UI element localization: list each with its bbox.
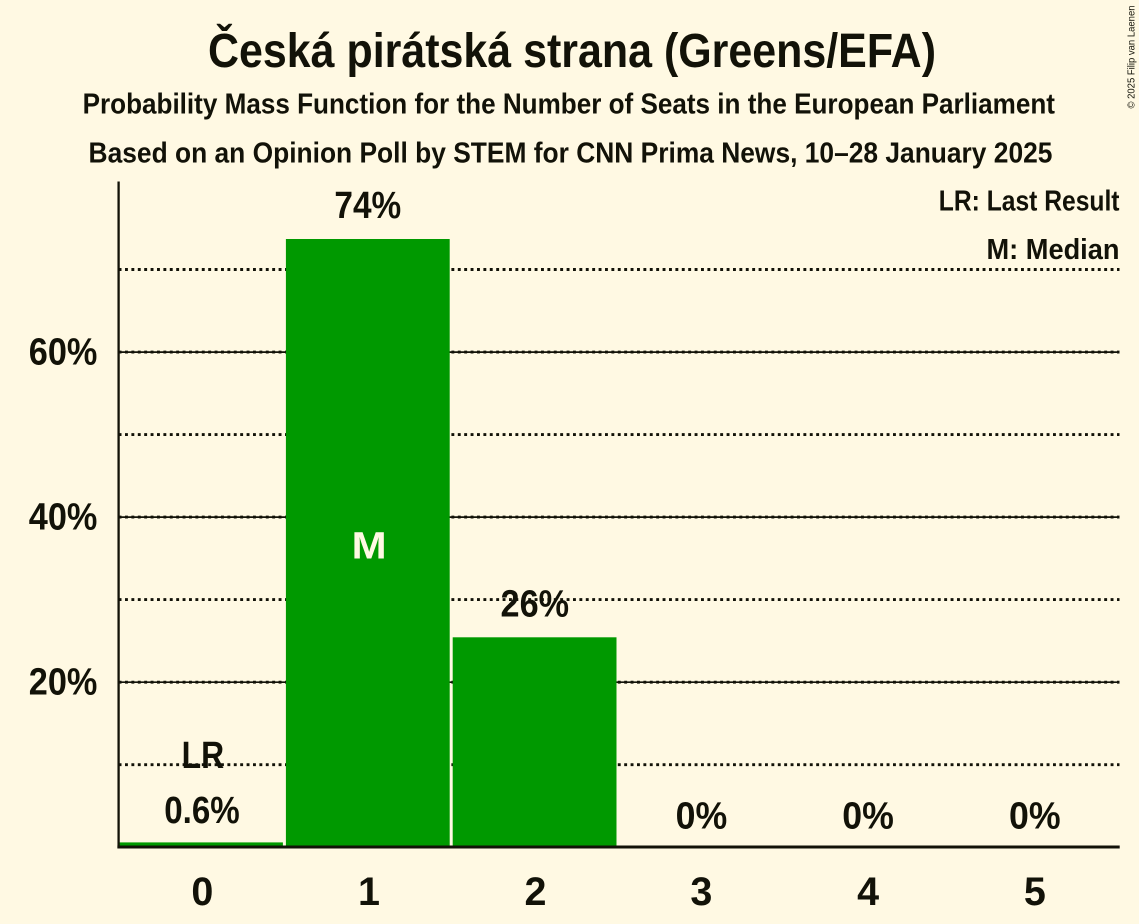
svg-text:© 2025 Filip van Laenen: © 2025 Filip van Laenen (1126, 5, 1138, 108)
svg-text:26%: 26% (501, 583, 570, 625)
svg-text:0: 0 (191, 870, 213, 914)
svg-text:LR: LR (182, 735, 225, 777)
svg-text:20%: 20% (29, 662, 98, 704)
svg-text:1: 1 (358, 870, 380, 914)
svg-text:0%: 0% (1009, 796, 1061, 838)
svg-text:2: 2 (525, 870, 547, 914)
svg-text:LR: Last Result: LR: Last Result (939, 186, 1120, 218)
svg-text:60%: 60% (29, 332, 98, 374)
svg-text:Based on an Opinion Poll by ST: Based on an Opinion Poll by STEM for CNN… (89, 137, 1053, 169)
svg-text:74%: 74% (334, 185, 401, 227)
svg-text:3: 3 (690, 870, 712, 914)
svg-text:40%: 40% (29, 497, 98, 539)
svg-text:0%: 0% (842, 796, 894, 838)
svg-text:4: 4 (857, 870, 879, 914)
svg-text:5: 5 (1024, 870, 1046, 914)
svg-text:0.6%: 0.6% (164, 790, 240, 832)
svg-text:M: Median: M: Median (987, 234, 1120, 266)
svg-text:Probability Mass Function for: Probability Mass Function for the Number… (83, 89, 1056, 121)
svg-text:0%: 0% (676, 796, 728, 838)
svg-text:Česká pirátská strana (Greens/: Česká pirátská strana (Greens/EFA) (208, 23, 936, 78)
svg-text:M: M (352, 526, 387, 568)
